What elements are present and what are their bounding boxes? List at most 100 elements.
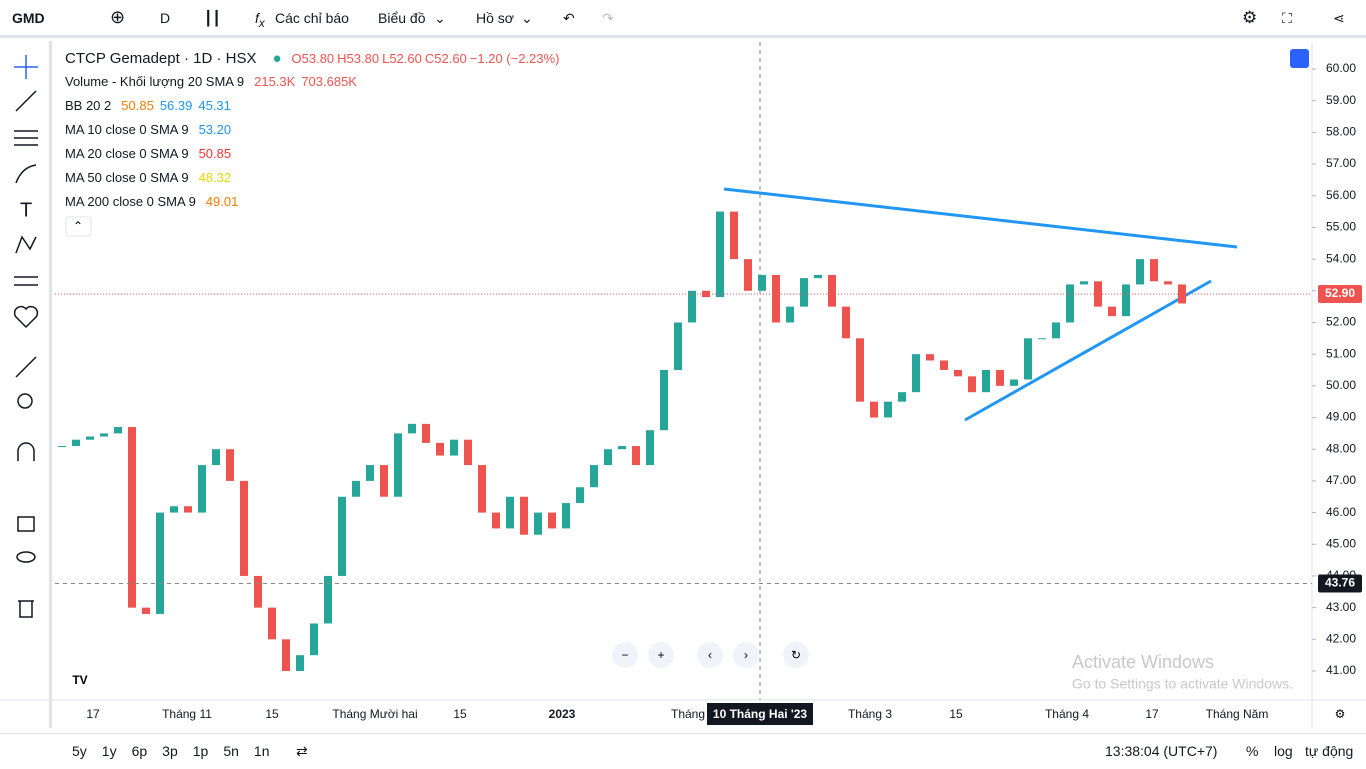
settings[interactable]: ⚙ [1242, 8, 1258, 27]
percent[interactable]: % [1246, 743, 1259, 759]
range-button[interactable]: 3p [162, 743, 178, 759]
candle-body [688, 290, 696, 323]
indicator-value: 215.3K [254, 74, 296, 89]
symbol[interactable]: GMD [12, 10, 45, 26]
range-button[interactable]: 1y [101, 743, 117, 759]
candle-body [128, 427, 136, 608]
plus: + [657, 648, 664, 662]
range-button[interactable]: 6p [131, 743, 148, 759]
zoom[interactable] [17, 393, 33, 409]
candle-body [1150, 259, 1158, 282]
candle-body [366, 465, 374, 481]
candle-body [296, 655, 304, 671]
add-symbol[interactable]: ⊕ [110, 7, 126, 27]
candle-body [660, 370, 668, 431]
x-tick-label: Tháng 4 [1045, 707, 1089, 721]
y-tick-label: 41.00 [1326, 663, 1356, 677]
candle-body [996, 370, 1004, 386]
range-button[interactable]: 1n [253, 743, 270, 759]
range-button[interactable]: 1p [192, 743, 209, 759]
legend-row: MA 20 close 0 SMA 9 50.85 [65, 146, 237, 161]
y-tick-label: 47.00 [1326, 473, 1356, 487]
fullscreen[interactable]: ⛶ [1282, 10, 1292, 26]
fib-tool[interactable] [14, 130, 38, 146]
indicator-value: 56.39 [159, 98, 193, 113]
reset[interactable] [783, 642, 809, 668]
x-tick-label: 15 [265, 707, 279, 721]
favorite-tool[interactable] [13, 305, 39, 329]
trend-tool[interactable] [15, 90, 37, 112]
legend-row: MA 10 close 0 SMA 9 53.20 [65, 122, 237, 137]
y-tick-label: 57.00 [1326, 156, 1356, 170]
candle-body [506, 496, 514, 529]
auto[interactable]: tự động [1305, 743, 1354, 759]
candle-body [1024, 338, 1032, 380]
forecast-tool[interactable] [14, 276, 38, 286]
interval[interactable]: D [160, 10, 171, 26]
range-button[interactable]: 5n [223, 743, 239, 759]
ruler[interactable] [15, 356, 37, 378]
y-tick-label: 56.00 [1326, 188, 1356, 202]
profile[interactable]: Hồ sơ [476, 10, 514, 26]
candle-body [408, 423, 416, 434]
candle-body [212, 449, 220, 466]
caret-up: ⌃ [73, 219, 83, 233]
text-tool[interactable]: T [20, 199, 32, 221]
date-range[interactable]: ⇄ [296, 743, 308, 759]
candle-body [492, 512, 500, 529]
reset-icon: ↻ [791, 648, 801, 662]
share[interactable]: ⋖ [1333, 10, 1345, 26]
candle-body [58, 446, 66, 448]
lock[interactable] [17, 516, 35, 532]
chart-menu[interactable]: Biểu đồ [378, 10, 426, 26]
candle-body [464, 439, 472, 466]
axis-settings[interactable]: ⚙ [1335, 707, 1346, 721]
brush-tool[interactable] [15, 164, 37, 184]
scroll-left[interactable] [697, 642, 723, 668]
collapse-legend[interactable] [65, 216, 92, 237]
candle-body [786, 306, 794, 323]
x-tick-label: 2023 [549, 707, 576, 721]
redo[interactable]: ↷ [602, 10, 614, 26]
candle-body [198, 465, 206, 513]
indicators[interactable]: Các chỉ báo [275, 10, 349, 26]
legend-title: CTCP Gemadept · 1D · HSX [65, 50, 257, 67]
y-tick-label: 60.00 [1326, 61, 1356, 75]
indicator-name: MA 10 close 0 SMA 9 [65, 122, 189, 137]
candle-body [268, 607, 276, 640]
zoom-out[interactable] [612, 642, 638, 668]
pattern-tool[interactable] [15, 235, 37, 254]
ohlc-value: C52.60 [424, 51, 467, 66]
trash[interactable] [18, 600, 34, 618]
log[interactable]: log [1274, 743, 1293, 759]
indicator-name: MA 200 close 0 SMA 9 [65, 194, 196, 209]
candle-body [898, 392, 906, 402]
indicator-value: 48.32 [198, 170, 232, 185]
candle-body [632, 446, 640, 466]
range-button[interactable]: 5y [72, 743, 87, 759]
crosshair[interactable] [14, 55, 38, 79]
candle-body [590, 465, 598, 488]
trend-line[interactable] [964, 279, 1212, 422]
zoom-in[interactable] [648, 642, 674, 668]
cursor-price-label: 43.76 [1325, 576, 1355, 590]
trend-line[interactable] [723, 187, 1238, 249]
candle-body [520, 496, 528, 535]
chart-style[interactable]: ┃┃ [204, 10, 221, 26]
candle-body [1122, 284, 1130, 317]
ohlc-value: H53.80 [337, 51, 380, 66]
candle-body [1136, 259, 1144, 285]
eye[interactable] [16, 551, 36, 563]
scroll-right[interactable] [733, 642, 759, 668]
magnet[interactable] [17, 442, 35, 461]
indicator-value: 50.85 [198, 146, 232, 161]
y-tick-label: 43.00 [1326, 600, 1356, 614]
last-price-label: 52.90 [1325, 286, 1355, 300]
layout-button[interactable] [1290, 49, 1309, 68]
candle-body [926, 354, 934, 361]
candle-body [1052, 322, 1060, 339]
x-tick-label: Tháng [671, 707, 705, 721]
candle-body [534, 512, 542, 535]
undo[interactable]: ↶ [563, 10, 575, 26]
